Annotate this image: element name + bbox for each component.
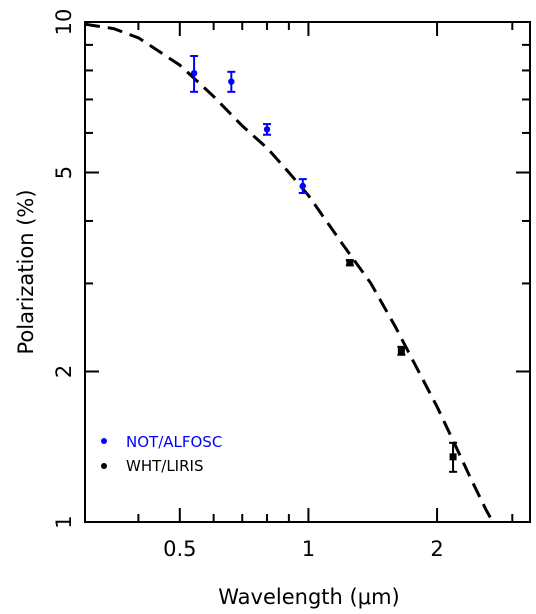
x-tick-label: 2	[430, 537, 443, 561]
legend-marker-not-alfosc	[101, 438, 107, 444]
legend-label-wht-liris: WHT/LIRIS	[126, 457, 203, 475]
data-point-not-alfosc	[299, 182, 306, 190]
data-point-not-alfosc	[263, 126, 271, 133]
fit-curve	[84, 22, 495, 523]
y-axis-label: Polarization (%)	[14, 189, 38, 354]
chart-marks	[84, 22, 495, 523]
data-point-wht-liris	[346, 259, 354, 267]
data-point-not-alfosc	[228, 78, 235, 85]
axis-ticks	[85, 21, 530, 523]
y-tick-label: 5	[52, 166, 76, 179]
legend-label-not-alfosc: NOT/ALFOSC	[126, 433, 222, 451]
data-point-wht-liris	[397, 347, 405, 355]
x-tick-label: 1	[302, 537, 315, 561]
tick-labels: 0.5 1 2 1 2 5 10	[52, 9, 444, 561]
data-point-wht-liris	[449, 453, 457, 461]
x-axis-label: Wavelength (μm)	[218, 585, 399, 609]
y-tick-label: 1	[52, 515, 76, 528]
legend: NOT/ALFOSC WHT/LIRIS	[101, 433, 222, 475]
data-point-not-alfosc	[190, 69, 198, 77]
x-tick-label: 0.5	[163, 537, 196, 561]
y-tick-label: 10	[52, 9, 76, 36]
legend-marker-wht-liris	[101, 463, 107, 469]
y-tick-label: 2	[52, 365, 76, 378]
